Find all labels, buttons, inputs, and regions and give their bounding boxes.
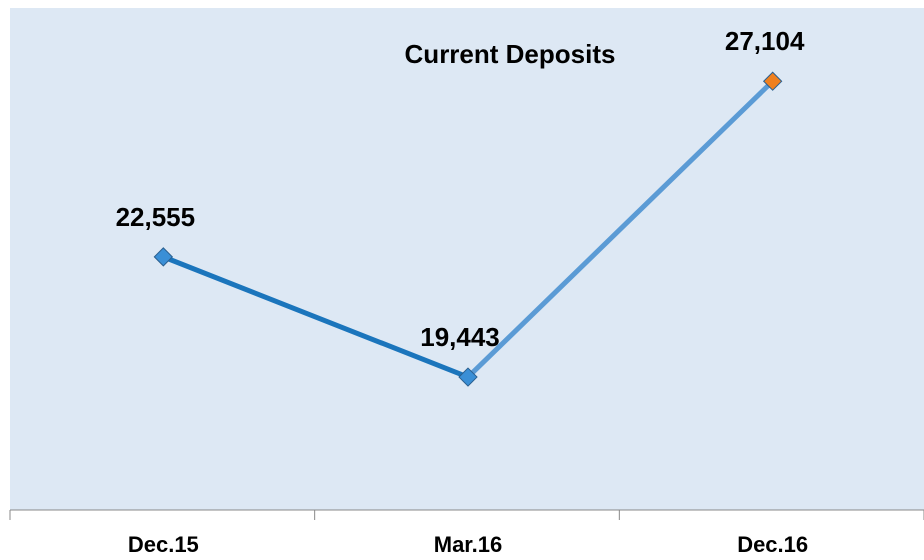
data-label: 27,104 bbox=[725, 26, 805, 56]
plot-area bbox=[10, 8, 924, 510]
data-label: 19,443 bbox=[420, 322, 500, 352]
line-segment bbox=[160, 254, 471, 380]
data-label: 22,555 bbox=[116, 202, 196, 232]
x-tick-label: Dec.15 bbox=[128, 532, 199, 557]
point-marker bbox=[153, 247, 174, 267]
x-tick-label: Mar.16 bbox=[434, 532, 503, 557]
x-tick-label: Dec.16 bbox=[737, 532, 808, 557]
chart-title: Current Deposits bbox=[405, 39, 616, 69]
point-marker bbox=[762, 71, 783, 91]
line-segment bbox=[465, 78, 776, 380]
point-marker bbox=[458, 367, 478, 387]
